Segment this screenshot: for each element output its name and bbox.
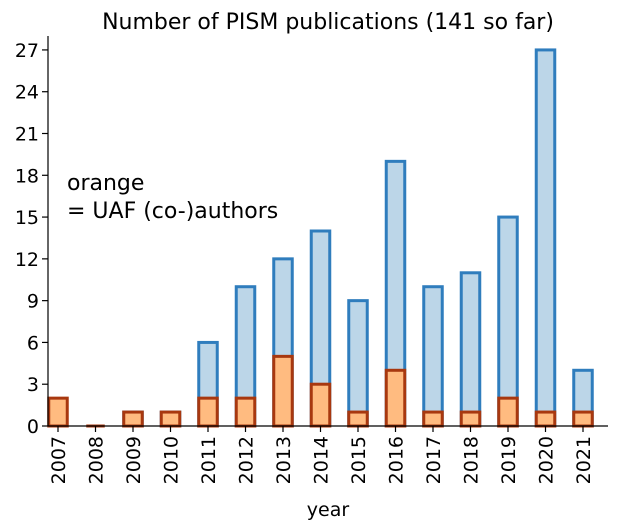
bar-uaf-2021 <box>572 410 594 428</box>
x-axis-label: year <box>307 499 350 521</box>
x-tick-label: 2020 <box>536 436 558 484</box>
x-tick-label: 2010 <box>161 436 183 484</box>
x-tick-label: 2012 <box>236 436 258 484</box>
uaf-bars <box>47 354 594 428</box>
bar-uaf-2010 <box>159 410 182 428</box>
bar-total-2015 <box>347 299 369 428</box>
x-tick-label: 2013 <box>273 436 295 484</box>
y-tick-label: 9 <box>27 291 39 313</box>
x-tick-label: 2021 <box>573 436 595 484</box>
bar-uaf-2009 <box>122 410 144 428</box>
bar-uaf-2019 <box>497 396 519 428</box>
x-tick-label: 2017 <box>423 436 445 484</box>
bar-uaf-2011 <box>197 396 219 428</box>
bar-uaf-2012 <box>234 396 257 428</box>
bar-total-2020 <box>534 48 557 428</box>
bar-uaf-2015 <box>347 410 369 428</box>
y-tick-label: 15 <box>15 207 39 229</box>
y-tick-label: 0 <box>27 416 39 438</box>
bar-uaf-2018 <box>459 410 482 428</box>
y-tick-label: 21 <box>15 124 39 146</box>
bar-total-2017 <box>422 285 444 428</box>
y-tick-labels: 0 3 6 9 12 15 18 21 24 27 <box>15 40 39 438</box>
bar-uaf-2020 <box>534 410 557 428</box>
total-bars <box>122 48 594 428</box>
bar-total-2018 <box>459 271 482 428</box>
annotation-line-2: = UAF (co-)authors <box>67 199 278 224</box>
x-tick-label: 2019 <box>498 436 520 484</box>
x-tick-label: 2008 <box>86 436 108 484</box>
y-tick-label: 24 <box>15 82 39 104</box>
bar-uaf-2013 <box>272 354 294 428</box>
y-tick-label: 3 <box>27 374 39 396</box>
bar-uaf-2016 <box>384 368 407 428</box>
x-tick-label: 2007 <box>48 436 70 484</box>
x-tick-label: 2016 <box>386 436 408 484</box>
x-tick-label: 2009 <box>123 436 145 484</box>
y-tick-label: 18 <box>15 165 39 187</box>
bar-total-2019 <box>497 215 519 428</box>
x-tick-label: 2014 <box>311 436 333 484</box>
bar-uaf-2014 <box>309 382 332 428</box>
chart-title: Number of PISM publications (141 so far) <box>102 10 554 35</box>
x-tick-label: 2015 <box>348 436 370 484</box>
bar-uaf-2007 <box>47 396 69 428</box>
axes <box>42 36 608 432</box>
x-tick-label: 2018 <box>461 436 483 484</box>
y-tick-label: 27 <box>15 40 39 62</box>
y-tick-label: 12 <box>15 249 39 271</box>
bar-uaf-2017 <box>422 410 444 428</box>
x-tick-labels: 2007 2008 2009 2010 2011 2012 2013 2014 2015 2016… <box>48 436 595 484</box>
y-tick-label: 6 <box>27 332 39 354</box>
x-tick-label: 2011 <box>198 436 220 484</box>
annotation-line-1: orange <box>67 171 144 196</box>
